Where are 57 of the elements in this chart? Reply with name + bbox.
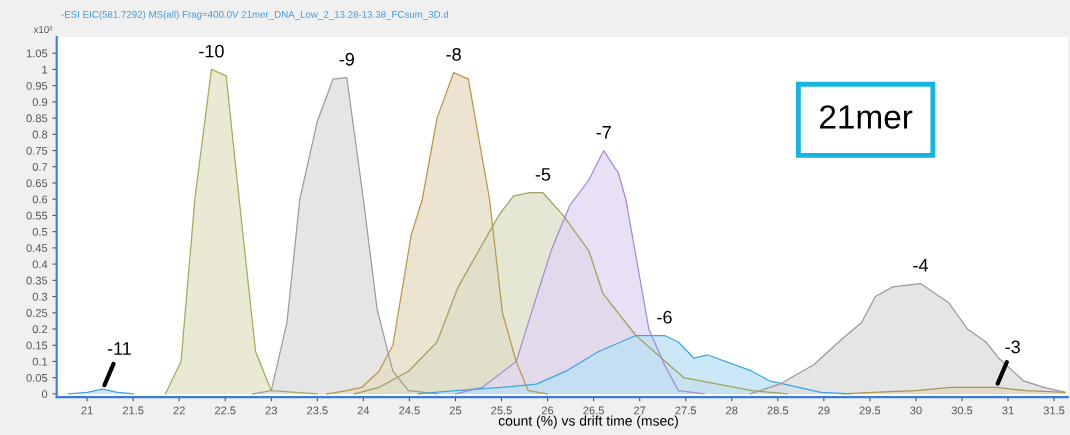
series-label: -6: [657, 310, 672, 324]
x-tick-label: 29: [818, 406, 830, 415]
y-tick-label: 0.05: [26, 373, 48, 382]
y-tick-label: 0.6: [32, 195, 48, 204]
series-label: -10: [199, 44, 224, 58]
x-tick-label: 31: [1002, 406, 1014, 415]
x-tick-label: 22: [173, 406, 185, 415]
x-tick-label: 24.5: [399, 406, 420, 415]
x-tick-label: 25.5: [491, 406, 512, 415]
y-tick-label: 1: [42, 65, 48, 74]
y-tick-label: 0.25: [26, 309, 48, 317]
x-tick-label: 27.5: [675, 406, 697, 415]
x-tick-label: 26.5: [583, 406, 604, 415]
series-label: -9: [339, 52, 354, 66]
y-axis-title: x10²: [33, 26, 53, 34]
y-tick-label: 0.35: [26, 276, 48, 285]
y-tick-label: 0.9: [32, 98, 48, 107]
y-tick-label: 0.55: [26, 211, 48, 220]
y-tick-label: 0.1: [32, 357, 48, 366]
series-label: -8: [446, 47, 461, 61]
series-label: -4: [913, 259, 929, 272]
x-tick-label: 29.5: [859, 406, 881, 415]
y-tick-label: 0.65: [26, 179, 48, 188]
x-tick-label: 26: [541, 406, 554, 415]
y-tick-label: 0.8: [32, 130, 48, 139]
x-tick-label: 25: [449, 406, 462, 415]
y-tick-label: 0.85: [26, 114, 48, 123]
y-tick-label: 0.3: [32, 292, 48, 301]
x-tick-label: 24: [357, 406, 370, 415]
x-axis-title: count (%) vs drift time (msec): [498, 415, 678, 429]
x-tick-label: 28: [726, 406, 738, 415]
y-tick-label: 0.45: [26, 244, 48, 253]
series-label: -3: [1005, 340, 1020, 354]
series-label: -11: [107, 342, 131, 355]
y-tick-label: 0: [41, 390, 48, 399]
y-tick-label: 0.4: [32, 260, 48, 269]
x-tick-label: 30: [910, 406, 922, 415]
y-tick-label: 0.5: [32, 227, 48, 236]
x-tick-label: 30.5: [951, 406, 973, 415]
y-tick-label: 0.95: [26, 81, 48, 90]
x-tick-label: 23: [265, 406, 277, 415]
x-tick-label: 22.5: [214, 406, 236, 415]
chart-title: -ESI EIC(581.7292) MS(all) Frag=400.0V 21mer_DNA_Low_2_13.28-13.38_FCsum_3D.d: [61, 10, 449, 20]
x-tick-label: 21.5: [122, 406, 144, 415]
y-tick-label: 0.15: [26, 341, 48, 350]
series-label: -7: [596, 126, 611, 139]
series-label: -5: [535, 168, 551, 181]
x-tick-label: 27: [634, 406, 646, 415]
annotation: 21mer: [820, 105, 913, 129]
x-tick-label: 21: [81, 406, 93, 415]
x-tick-label: 31.5: [1043, 406, 1065, 415]
y-tick-label: 0.2: [32, 325, 48, 334]
y-tick-label: 0.7: [32, 163, 48, 171]
x-tick-label: 23.5: [307, 406, 328, 415]
x-tick-label: 28.5: [767, 406, 789, 415]
y-tick-label: 0.75: [26, 146, 48, 155]
y-tick-label: 1.05: [26, 49, 48, 58]
